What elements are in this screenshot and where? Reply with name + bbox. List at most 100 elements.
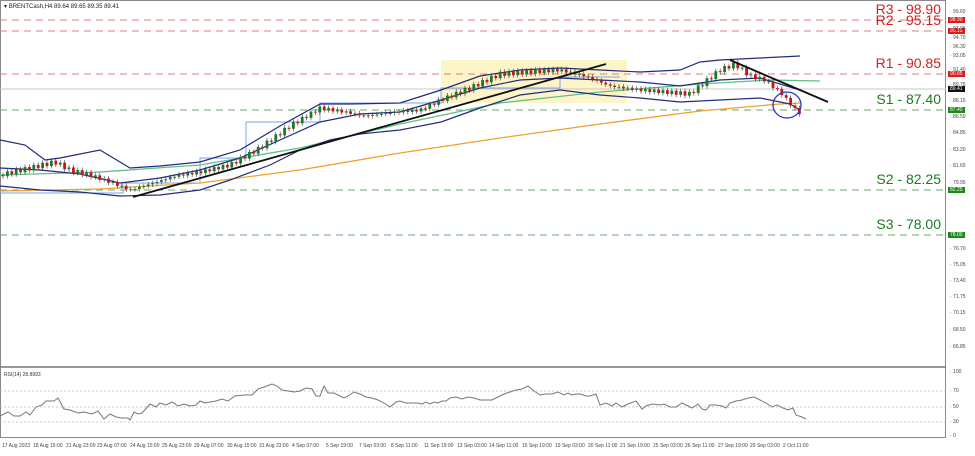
symbol-header: ▾ BRENTCash,H4 89.64 89.65 89.35 89.41	[4, 3, 119, 10]
candle-down	[124, 185, 128, 190]
candle-up	[151, 183, 154, 185]
candle-up	[292, 121, 295, 129]
time-axis-label: 4 Sep 07:00	[292, 443, 319, 449]
candle-down	[468, 87, 471, 91]
candle-down	[529, 70, 533, 74]
candle-up	[58, 162, 62, 165]
candle-down	[424, 108, 427, 110]
candle-up	[283, 127, 286, 136]
candle-down	[604, 82, 608, 85]
price-axis[interactable]: 98.90 95.15 90.85 87.40 82.25 78.00 · 99.60 · 9…	[946, 0, 975, 439]
candle-down	[314, 111, 317, 113]
symbol-dropdown-icon[interactable]: ▾	[4, 4, 8, 10]
ma-orange	[0, 102, 801, 192]
candle-up	[94, 175, 97, 178]
price-axis-label: · 97.95	[950, 26, 966, 32]
candle-up	[569, 71, 572, 73]
candle-up	[749, 74, 753, 76]
candle-down	[762, 76, 766, 82]
candle-down	[441, 99, 445, 101]
candle-up	[679, 91, 682, 95]
candle-down	[776, 88, 779, 90]
candle-down	[388, 112, 392, 114]
candle-up	[265, 140, 269, 149]
candle-down	[476, 84, 480, 87]
candle-down	[217, 167, 220, 170]
candle-down	[701, 85, 704, 87]
candle-down	[406, 110, 410, 112]
bollinger-upper	[0, 55, 801, 169]
price-axis-label: · 93.05	[950, 53, 966, 59]
candle-down	[710, 78, 713, 80]
candle-up	[393, 111, 396, 114]
candle-up	[402, 110, 405, 113]
candle-up	[76, 170, 80, 173]
candle-down	[586, 76, 590, 78]
candle-down	[595, 79, 599, 81]
candle-down	[503, 71, 506, 76]
candle-up	[85, 172, 88, 175]
price-tag-s2: 82.25	[948, 187, 965, 193]
candle-down	[226, 164, 229, 168]
step-indicator	[0, 76, 620, 194]
rsi-title: RSI(14) 28.8993	[4, 372, 41, 378]
candle-down	[613, 85, 616, 88]
time-axis-label: 8 Sep 11:00	[391, 443, 418, 449]
price-tag-r3: 98.90	[948, 17, 965, 23]
candle-up	[437, 99, 440, 105]
candle-up	[155, 181, 159, 184]
candle-up	[177, 174, 181, 177]
candle-down	[648, 89, 652, 93]
time-axis-label: 21 Aug 23:00	[66, 443, 96, 449]
candle-up	[32, 164, 36, 171]
candle-up	[353, 113, 357, 115]
candle-down	[450, 95, 454, 98]
candle-down	[80, 170, 84, 175]
candle-up	[336, 109, 339, 112]
candle-up	[714, 71, 718, 80]
candle-up	[384, 112, 388, 114]
candle-up	[256, 146, 260, 154]
candle-up	[164, 179, 168, 181]
level-label-r3: R3 - 98.90	[875, 1, 941, 17]
time-axis-label: 24 Aug 15:00	[130, 443, 160, 449]
level-label-s1: S1 - 87.40	[876, 91, 941, 107]
time-axis[interactable]: 17 Aug 2023 18 Aug 15:00 21 Aug 23:00 23 Au…	[0, 438, 946, 456]
price-axis-label: · 83.20	[950, 147, 966, 153]
time-axis-label: 31 Aug 23:00	[259, 443, 289, 449]
ascending-trendline	[132, 63, 607, 198]
level-lines	[0, 19, 946, 236]
candle-up	[14, 169, 18, 175]
rsi-axis-label: · 50	[950, 404, 959, 410]
candle-up	[120, 185, 124, 187]
symbol-name: BRENTCash,H4	[8, 4, 53, 10]
candle-up	[221, 164, 225, 170]
time-axis-label: 21 Sep 19:00	[620, 443, 650, 449]
candle-down	[754, 74, 757, 80]
candle-down	[261, 146, 264, 149]
candle-up	[212, 167, 216, 172]
candle-down	[745, 67, 748, 76]
candle-up	[230, 162, 234, 168]
candle-down	[692, 91, 696, 94]
candle-up	[133, 189, 137, 191]
rsi-axis-label: · 0	[950, 433, 956, 439]
candle-down	[494, 75, 498, 79]
candle-up	[670, 90, 674, 94]
price-axis-label: · 89.75	[950, 82, 966, 88]
candle-down	[520, 70, 524, 75]
time-axis-label: 14 Sep 11:00	[489, 443, 519, 449]
time-axis-label: 20 Sep 11:00	[588, 443, 618, 449]
candle-up	[195, 171, 198, 175]
time-axis-label: 13 Sep 03:00	[457, 443, 487, 449]
candle-down	[459, 91, 462, 94]
candle-up	[626, 87, 630, 89]
candle-down	[340, 109, 344, 113]
candle-down	[789, 97, 792, 106]
candle-up	[560, 69, 564, 72]
candle-down	[54, 160, 58, 165]
price-tag-r2: 95.15	[948, 28, 965, 34]
candle-up	[239, 156, 242, 164]
candle-down	[208, 169, 212, 172]
candle-up	[344, 111, 348, 113]
